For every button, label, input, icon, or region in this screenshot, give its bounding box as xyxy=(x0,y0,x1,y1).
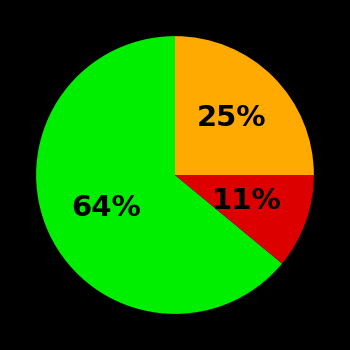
Wedge shape xyxy=(175,175,314,264)
Wedge shape xyxy=(36,36,282,314)
Text: 25%: 25% xyxy=(197,104,267,132)
Wedge shape xyxy=(175,36,314,175)
Text: 64%: 64% xyxy=(71,194,141,222)
Text: 11%: 11% xyxy=(212,187,282,215)
